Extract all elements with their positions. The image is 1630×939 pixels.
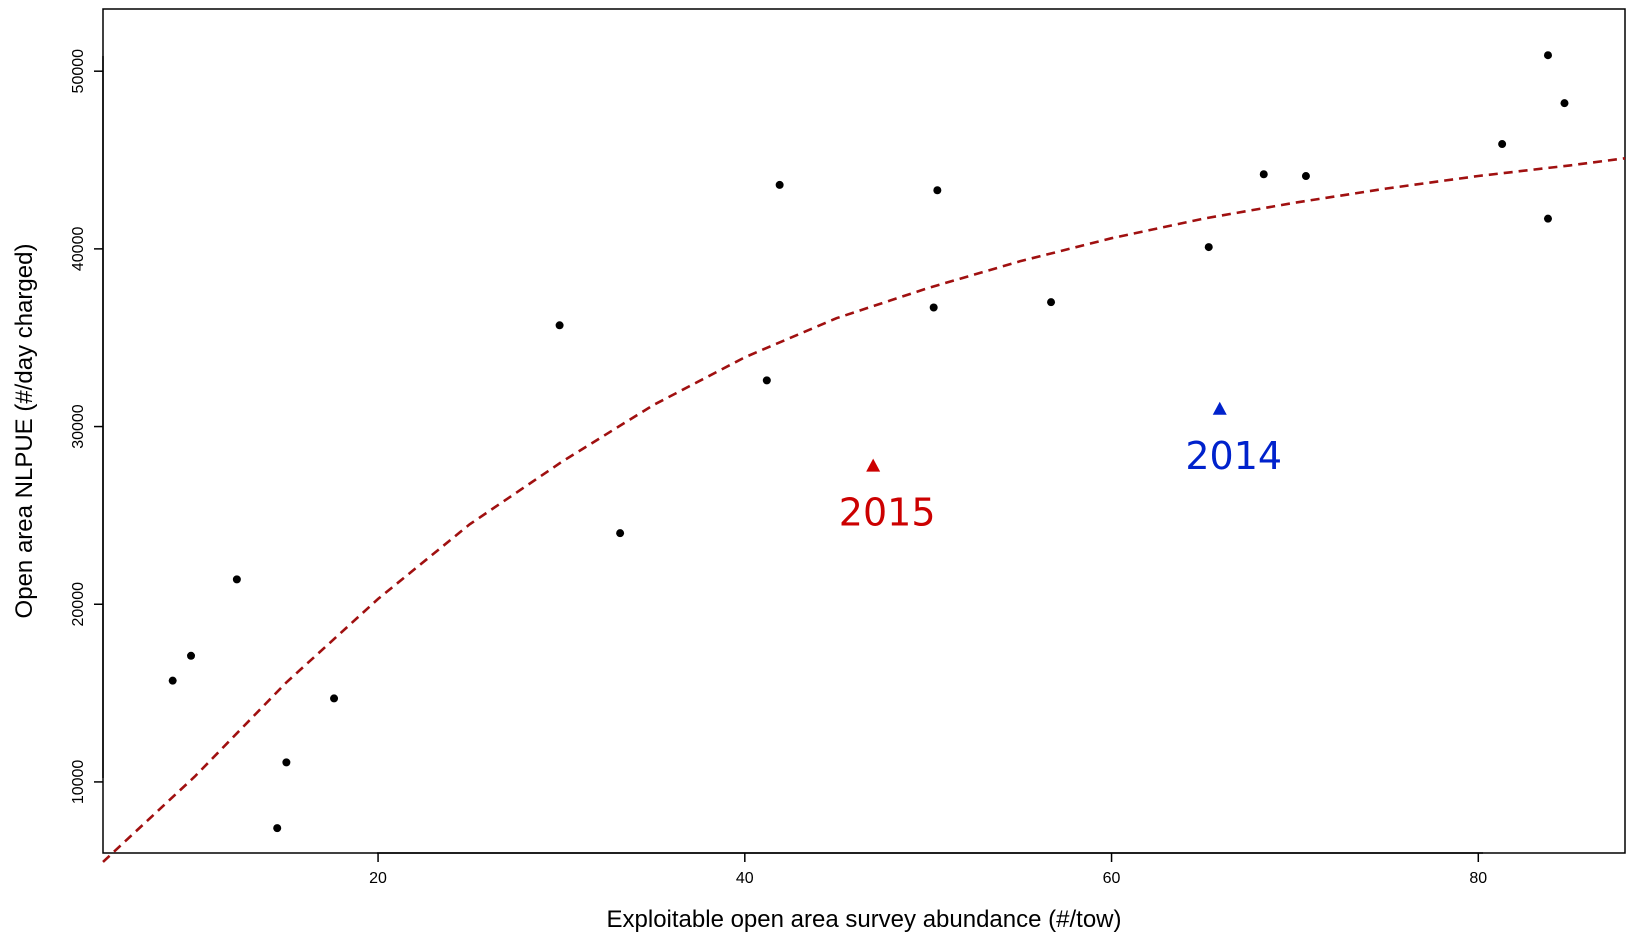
y-tick-label: 50000 [70, 49, 87, 94]
y-axis-label: Open area NLPUE (#/day charged) [11, 244, 38, 619]
data-points [168, 51, 1569, 833]
data-point [1543, 51, 1552, 60]
data-point [1047, 298, 1056, 307]
data-point [616, 529, 625, 538]
data-point [929, 303, 938, 312]
x-tick-label: 60 [1103, 870, 1121, 887]
data-point [1259, 170, 1268, 179]
data-point [282, 758, 291, 767]
y-tick-label: 20000 [70, 582, 87, 627]
data-point [232, 575, 241, 584]
data-point [330, 694, 339, 703]
data-point [1498, 140, 1507, 149]
y-tick-label: 30000 [70, 404, 87, 449]
data-point [762, 376, 771, 385]
annotation-2014: 2014 [1185, 434, 1282, 478]
data-point [775, 180, 784, 189]
data-point [1204, 243, 1213, 252]
data-point [1301, 172, 1310, 181]
x-axis-label: Exploitable open area survey abundance (… [607, 906, 1122, 933]
fitted-curve [102, 157, 1626, 863]
data-point [187, 651, 196, 660]
y-tick-label: 40000 [70, 227, 87, 272]
x-tick-label: 40 [736, 870, 754, 887]
data-point [933, 186, 942, 195]
y-tick-label: 10000 [70, 760, 87, 805]
x-tick-label: 80 [1469, 870, 1487, 887]
highlight-triangle-2014 [1212, 401, 1227, 415]
y-axis-ticks: 10000 20000 30000 40000 50000 [70, 49, 103, 804]
x-tick-label: 20 [369, 870, 387, 887]
data-point [168, 676, 177, 685]
data-point [555, 321, 564, 330]
data-point [1560, 99, 1569, 108]
data-point [1543, 214, 1552, 223]
highlighted-points: 2015 2014 [839, 401, 1282, 535]
x-axis-ticks: 20 40 60 80 [369, 853, 1487, 887]
highlight-triangle-2015 [866, 458, 881, 472]
data-point [273, 824, 282, 833]
annotation-2015: 2015 [839, 491, 936, 535]
plot-frame [102, 8, 1626, 854]
